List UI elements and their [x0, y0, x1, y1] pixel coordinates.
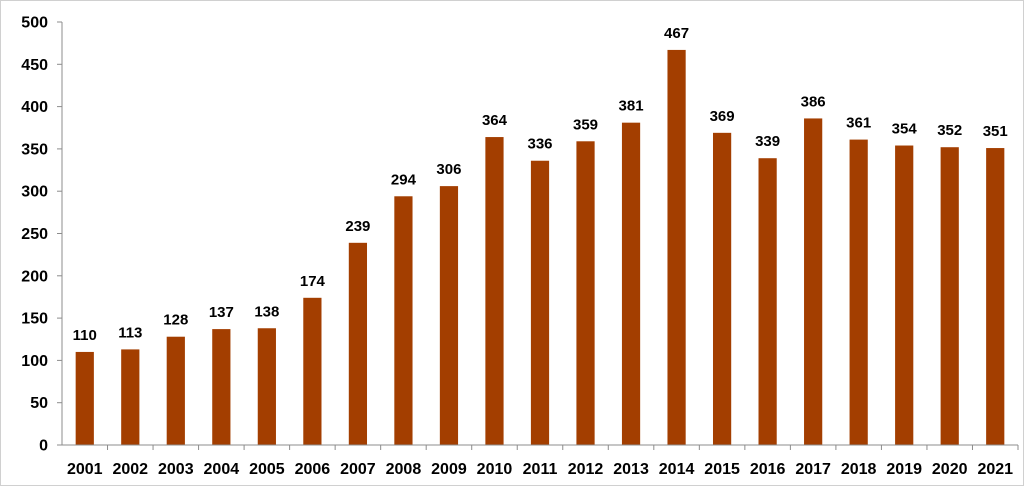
- data-label: 339: [755, 133, 780, 150]
- x-tick-label: 2005: [249, 461, 285, 478]
- x-tick-label: 2006: [295, 461, 331, 478]
- y-tick-label: 300: [21, 184, 48, 201]
- data-label: 354: [892, 121, 918, 138]
- data-labels: 110 113 128 137 138 174 239 294 306 364 336 359 381 4…: [73, 25, 1008, 344]
- data-label: 359: [573, 116, 598, 133]
- bar: [712, 132, 732, 445]
- y-tick-label: 0: [39, 438, 48, 455]
- bar: [758, 158, 777, 445]
- x-axis: 2001 2002 2003 2004 2005 2006 2007 2008 2009 2010…: [62, 444, 1019, 478]
- bar: [530, 160, 550, 446]
- y-tick-label: 100: [21, 353, 48, 370]
- data-label: 239: [345, 218, 370, 235]
- bar: [212, 329, 231, 445]
- y-tick-label: 150: [21, 311, 48, 328]
- x-tick-label: 2007: [340, 461, 376, 478]
- x-tick-label: 2009: [431, 461, 467, 478]
- bar: [348, 242, 368, 445]
- bar: [303, 297, 322, 445]
- data-label: 138: [254, 303, 279, 320]
- data-label: 306: [436, 161, 461, 178]
- y-tick-label: 450: [21, 57, 48, 74]
- y-tick-label: 50: [30, 395, 48, 412]
- bar: [75, 351, 94, 445]
- x-tick-label: 2003: [158, 461, 194, 478]
- data-label: 361: [846, 115, 871, 132]
- bar-series: [75, 49, 1005, 446]
- data-label: 174: [300, 273, 326, 290]
- x-tick-label: 2010: [477, 461, 513, 478]
- bar: [621, 122, 641, 446]
- bar: [166, 336, 185, 445]
- x-tick-label: 2002: [112, 461, 148, 478]
- data-label: 352: [937, 122, 962, 139]
- y-tick-label: 200: [21, 268, 48, 285]
- x-tick-label: 2017: [795, 461, 831, 478]
- x-tick-label: 2018: [841, 461, 877, 478]
- y-tick-label: 350: [21, 141, 48, 158]
- data-label: 351: [983, 123, 1008, 140]
- data-label: 386: [801, 93, 826, 110]
- bar: [940, 147, 959, 445]
- x-tick-label: 2001: [67, 461, 103, 478]
- x-tick-label: 2011: [523, 461, 558, 478]
- x-tick-label: 2019: [886, 461, 922, 478]
- bar: [257, 328, 276, 445]
- data-label: 364: [482, 112, 508, 129]
- x-tick-label: 2015: [704, 461, 740, 478]
- bar: [849, 139, 868, 445]
- x-tick-label: 2016: [750, 461, 786, 478]
- bar: [394, 196, 413, 445]
- bar: [439, 186, 459, 445]
- bar: [485, 137, 504, 445]
- x-tick-label: 2004: [204, 461, 240, 478]
- x-tick-label: 2012: [568, 461, 604, 478]
- y-tick-label: 400: [21, 99, 48, 116]
- bar: [576, 141, 595, 446]
- bar: [804, 118, 823, 445]
- data-label: 381: [619, 98, 644, 115]
- data-label: 110: [73, 327, 97, 344]
- x-tick-label: 2021: [977, 461, 1013, 478]
- data-label: 137: [209, 304, 234, 321]
- data-label: 369: [710, 108, 735, 125]
- bar: [667, 49, 686, 446]
- data-label: 336: [527, 136, 552, 153]
- x-tick-label: 2013: [613, 461, 649, 478]
- data-label: 467: [664, 25, 689, 42]
- y-axis: 0 50 100 150 200 250 300 350 400 450 500: [21, 15, 63, 455]
- x-tick-label: 2014: [659, 461, 695, 478]
- y-tick-label: 500: [21, 15, 48, 32]
- data-label: 113: [118, 324, 142, 341]
- y-tick-label: 250: [21, 226, 48, 243]
- bar: [121, 349, 140, 445]
- data-label: 128: [163, 312, 188, 329]
- x-tick-label: 2020: [932, 461, 968, 478]
- x-tick-label: 2008: [386, 461, 422, 478]
- data-label: 294: [391, 171, 417, 188]
- bar: [895, 145, 914, 445]
- bar: [986, 148, 1005, 446]
